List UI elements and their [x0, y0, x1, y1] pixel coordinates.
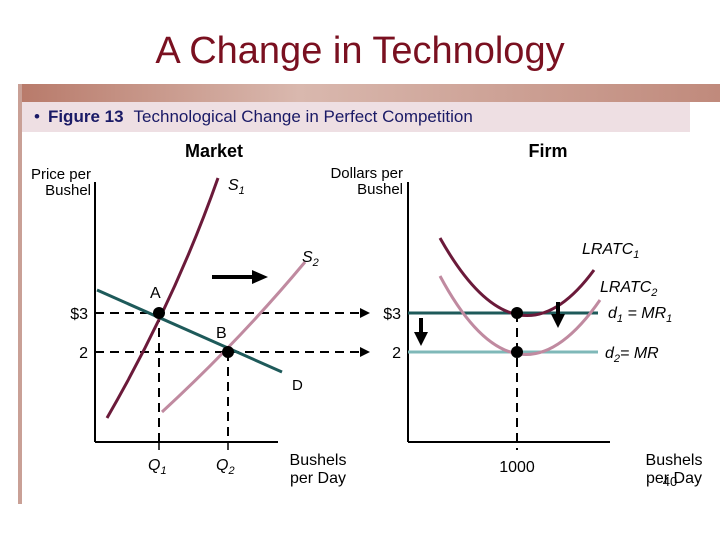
market-q2-label: Q2	[216, 457, 235, 477]
lratc1-label: LRATC1	[582, 241, 639, 261]
firm-point-high	[511, 307, 523, 319]
lratc2-label: LRATC2	[600, 279, 657, 299]
point-a-label: A	[150, 285, 161, 302]
caption-bullet: •	[34, 107, 40, 126]
lratc1-curve	[438, 237, 596, 318]
decorative-frame-left	[18, 84, 22, 504]
market-x-axis-label-line2: per Day	[290, 470, 346, 487]
supply1-label: S1	[228, 177, 245, 197]
page-number: 40	[662, 474, 678, 489]
d1-mr1-label: d1 = MR1	[608, 305, 672, 325]
d2-mr-label: d2= MR	[605, 345, 659, 365]
firm-x-axis-label-line2: per Day	[646, 470, 702, 487]
market-price-low-label: 2	[79, 345, 88, 362]
firm-y-axis-label-line2: Bushel	[357, 181, 403, 198]
market-y-axis-label-line1: Price per	[31, 166, 91, 183]
firm-panel-title: Firm	[528, 141, 567, 161]
market-panel-title: Market	[185, 141, 243, 161]
supply-curve-s2	[160, 261, 307, 414]
slide-title: A Change in Technology	[155, 30, 565, 72]
decorative-frame-top	[18, 84, 720, 102]
supply-curve-s1	[105, 177, 220, 419]
market-q1-label: Q1	[148, 457, 167, 477]
firm-shift-arrow-left-head	[414, 332, 428, 346]
market-price2-arrowhead	[360, 347, 370, 357]
firm-price-high-label: $3	[383, 306, 401, 323]
caption-text: Technological Change in Perfect Competit…	[133, 107, 473, 126]
figure-caption: • Figure 13 Technological Change in Perf…	[22, 102, 690, 132]
firm-price-low-label: 2	[392, 345, 401, 362]
firm-point-low	[511, 346, 523, 358]
point-b-label: B	[216, 325, 227, 342]
firm-shift-arrow-right-head	[551, 314, 565, 328]
supply-shift-arrow-head	[252, 270, 268, 284]
demand-curve-d	[96, 288, 283, 374]
market-x-axis-label-line1: Bushels	[290, 452, 347, 469]
equilibrium-point-b	[222, 346, 234, 358]
firm-quantity-label: 1000	[499, 459, 535, 476]
market-price3-arrowhead	[360, 308, 370, 318]
firm-y-axis-label-line1: Dollars per	[330, 165, 403, 182]
market-y-axis-label-line2: Bushel	[45, 182, 91, 199]
caption-figure-number: Figure 13	[47, 107, 124, 126]
equilibrium-point-a	[153, 307, 165, 319]
market-price-high-label: $3	[70, 306, 88, 323]
supply2-label: S2	[302, 249, 319, 269]
firm-x-axis-label-line1: Bushels	[646, 452, 703, 469]
demand-label: D	[292, 377, 303, 394]
